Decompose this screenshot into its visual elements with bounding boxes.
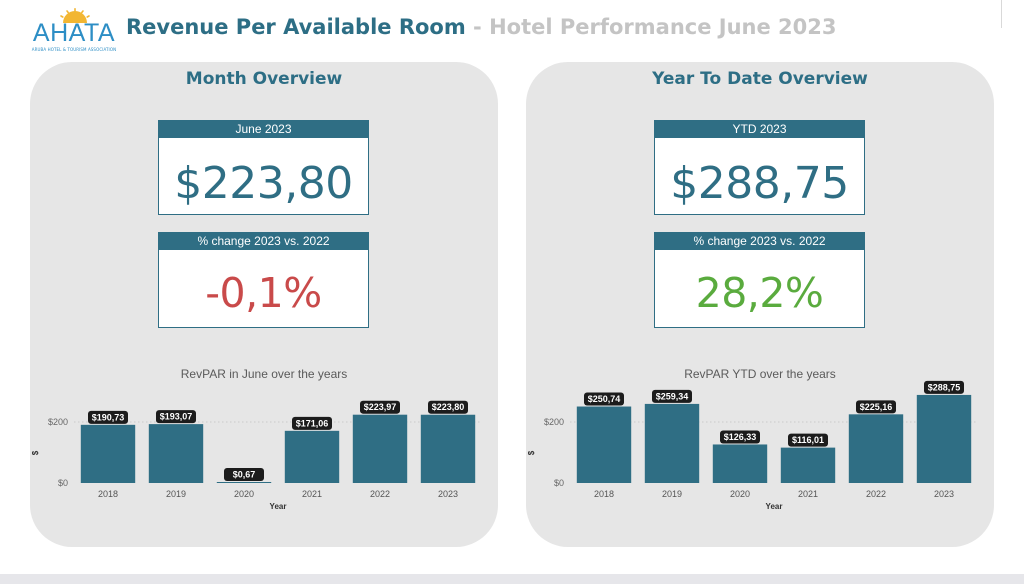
y-tick-label: $0	[554, 478, 564, 488]
y-tick-label: $200	[48, 417, 68, 427]
data-label: $288,75	[928, 382, 961, 392]
bar-2021	[780, 447, 836, 483]
month-change-card[interactable]: % change 2023 vs. 2022 -0,1%	[158, 232, 369, 328]
ytd-revpar-bar-chart[interactable]: $ $0 $200 $250,74 2018 $259,34 2019 $126,33 2020…	[526, 380, 994, 520]
x-axis-title: Year	[766, 502, 783, 511]
bar-2020	[216, 482, 272, 483]
page-title-separator: -	[465, 15, 490, 39]
bar-2018	[80, 424, 136, 483]
ytd-revpar-card-label: YTD 2023	[655, 121, 864, 138]
bar-2019	[148, 424, 204, 483]
page-title-subtitle: Hotel Performance June 2023	[489, 15, 837, 39]
data-label: $0,67	[233, 470, 256, 480]
data-label: $190,73	[92, 412, 125, 422]
data-label: $223,97	[364, 402, 397, 412]
bar-2022	[352, 414, 408, 483]
month-revpar-card[interactable]: June 2023 $223,80	[158, 120, 369, 215]
bar-2018	[576, 406, 632, 483]
x-tick-label: 2021	[798, 489, 818, 499]
data-label-box	[924, 380, 964, 394]
month-revpar-card-value: $223,80	[174, 158, 353, 209]
x-tick-label: 2021	[302, 489, 322, 499]
frame-divider	[1001, 0, 1002, 28]
ytd-change-card[interactable]: % change 2023 vs. 2022 28,2%	[654, 232, 865, 328]
data-label: $225,16	[860, 402, 893, 412]
bar-2020	[712, 444, 768, 483]
data-label-box	[360, 400, 400, 414]
data-label: $171,06	[296, 418, 329, 428]
month-revpar-card-label: June 2023	[159, 121, 368, 138]
data-label: $126,33	[724, 432, 757, 442]
data-label-box	[88, 410, 128, 424]
data-label: $259,34	[656, 391, 689, 401]
page-footer-band	[0, 574, 1024, 584]
bar-2022	[848, 414, 904, 483]
month-overview-panel: Month Overview June 2023 $223,80 % chang…	[30, 62, 498, 547]
y-tick-label: $200	[544, 417, 564, 427]
data-label-box	[788, 433, 828, 447]
bar-2023	[916, 394, 972, 483]
ahata-logo: AHATA ARUBA HOTEL & TOURISM ASSOCIATION	[28, 8, 120, 52]
data-label: $250,74	[588, 394, 621, 404]
y-axis-title: $	[31, 450, 40, 455]
y-axis-title: $	[527, 450, 536, 455]
data-label-box	[584, 392, 624, 406]
month-overview-title: Month Overview	[185, 69, 343, 89]
x-tick-label: 2023	[934, 489, 954, 499]
y-tick-label: $0	[58, 478, 68, 488]
data-label-box	[156, 410, 196, 424]
sun-logo-icon	[60, 8, 90, 23]
x-tick-label: 2022	[866, 489, 886, 499]
x-tick-label: 2018	[594, 489, 614, 499]
logo-tagline: ARUBA HOTEL & TOURISM ASSOCIATION	[31, 47, 117, 52]
page-title: Revenue Per Available Room - Hotel Perfo…	[126, 17, 837, 38]
data-label-box	[720, 430, 760, 444]
x-tick-label: 2019	[662, 489, 682, 499]
logo-wordmark: AHATA	[32, 19, 116, 47]
data-label-box	[224, 468, 264, 481]
data-label-box	[856, 400, 896, 414]
x-tick-label: 2018	[98, 489, 118, 499]
x-tick-label: 2023	[438, 489, 458, 499]
x-tick-label: 2020	[234, 489, 254, 499]
data-label: $116,01	[792, 435, 824, 445]
bar-2023	[420, 414, 476, 483]
month-change-card-value: -0,1%	[205, 269, 322, 317]
ytd-overview-title: Year To Date Overview	[652, 69, 868, 89]
ytd-revpar-card-value: $288,75	[670, 158, 849, 209]
bar-2019	[644, 403, 700, 483]
ytd-revpar-card[interactable]: YTD 2023 $288,75	[654, 120, 865, 215]
june-chart-title: RevPAR in June over the years	[180, 367, 348, 381]
x-tick-label: 2022	[370, 489, 390, 499]
ytd-overview-panel: Year To Date Overview YTD 2023 $288,75 %…	[526, 62, 994, 547]
data-label-box	[652, 389, 692, 403]
bar-2021	[284, 430, 340, 483]
x-tick-label: 2020	[730, 489, 750, 499]
x-tick-label: 2019	[166, 489, 186, 499]
page-title-main: Revenue Per Available Room	[126, 15, 466, 39]
june-revpar-bar-chart[interactable]: $ $0 $200 $190,73 2018 $193,07 2019 $0,67 2020 $1…	[30, 380, 498, 520]
data-label-box	[292, 416, 332, 430]
ytd-change-card-label: % change 2023 vs. 2022	[655, 233, 864, 250]
data-label-box	[428, 400, 468, 414]
ytd-chart-title: RevPAR YTD over the years	[684, 367, 836, 381]
ytd-change-card-value: 28,2%	[695, 269, 824, 317]
data-label: $193,07	[160, 412, 193, 422]
month-change-card-label: % change 2023 vs. 2022	[159, 233, 368, 250]
x-axis-title: Year	[270, 502, 287, 511]
data-label: $223,80	[432, 402, 465, 412]
